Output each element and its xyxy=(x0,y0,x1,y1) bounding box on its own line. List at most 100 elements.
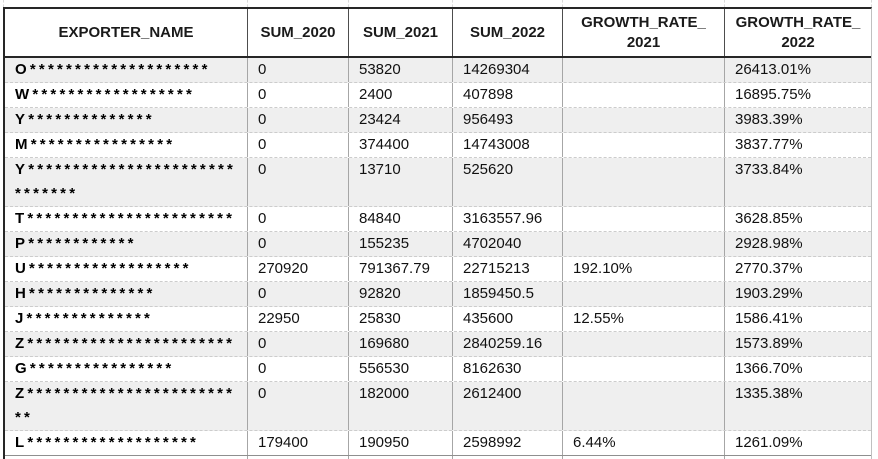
cell-sum-2021[interactable]: 13710 xyxy=(349,158,453,206)
column-header-gr_2022[interactable]: GROWTH_RATE_ 2022 xyxy=(725,9,871,56)
cell-sum-2020[interactable]: 0 xyxy=(248,58,349,82)
cell-sum-2022[interactable]: 407898 xyxy=(453,83,563,107)
cell-growth-rate-2021[interactable]: 12.55% xyxy=(563,307,725,331)
cell-growth-rate-2021[interactable] xyxy=(563,58,725,82)
cell-growth-rate-2021[interactable] xyxy=(563,282,725,306)
cell-sum-2020[interactable]: 0 xyxy=(248,282,349,306)
cell-sum-2022[interactable]: 435600 xyxy=(453,307,563,331)
cell-sum-2021[interactable]: 169680 xyxy=(349,332,453,356)
cell-growth-rate-2021[interactable] xyxy=(563,232,725,256)
cell-sum-2022[interactable]: 956493 xyxy=(453,108,563,132)
cell-exporter-name[interactable]: O******************** xyxy=(5,58,248,82)
cell-sum-2020[interactable]: 22950 xyxy=(248,307,349,331)
cell-growth-rate-2021[interactable] xyxy=(563,357,725,381)
cell-exporter-name[interactable]: W****************** xyxy=(5,83,248,107)
cell-growth-rate-2022[interactable]: 3837.77% xyxy=(735,136,803,153)
cell-sum-2020[interactable]: 0 xyxy=(248,357,349,381)
cell-sum-2020[interactable]: 0 xyxy=(248,207,349,231)
cell-growth-rate-2021[interactable] xyxy=(563,382,725,430)
cell-growth-rate-2021[interactable] xyxy=(563,108,725,132)
cell-sum-2022[interactable]: 3163557.96 xyxy=(453,207,563,231)
cell-sum-2020[interactable]: 179400 xyxy=(248,431,349,455)
column-header-sum_2022[interactable]: SUM_2022 xyxy=(453,9,563,56)
cell-exporter-name[interactable]: M**************** xyxy=(5,133,248,157)
cell-sum-2021[interactable]: 25830 xyxy=(349,307,453,331)
cell-sum-2021[interactable]: 182000 xyxy=(349,382,453,430)
cell-sum-2021[interactable]: 374400 xyxy=(349,133,453,157)
cell-growth-rate-2022[interactable]: 1586.41% xyxy=(735,310,803,327)
cell-growth-rate-2022[interactable]: 2928.98% xyxy=(735,235,803,252)
cell-sum-2021[interactable]: 53820 xyxy=(349,58,453,82)
cell-growth-rate-2022[interactable]: 1903.29% xyxy=(735,285,803,302)
partial-next-row xyxy=(5,456,871,459)
column-header-gr_2021[interactable]: GROWTH_RATE_ 2021 xyxy=(563,9,725,56)
cell-sum-2022[interactable]: 4702040 xyxy=(453,232,563,256)
cell-sum-2020[interactable]: 0 xyxy=(248,232,349,256)
cell-growth-rate-2022[interactable]: 1261.09% xyxy=(735,434,803,451)
column-header-label: GROWTH_RATE_ xyxy=(581,13,706,31)
cell-growth-rate-2021[interactable] xyxy=(563,158,725,206)
cell-sum-2020[interactable]: 0 xyxy=(248,382,349,430)
cell-growth-rate-2022[interactable]: 2770.37% xyxy=(735,260,803,277)
cell-growth-rate-2022[interactable]: 3983.39% xyxy=(735,111,803,128)
cell-sum-2021[interactable]: 791367.79 xyxy=(349,257,453,281)
cell-exporter-name[interactable]: U****************** xyxy=(5,257,248,281)
cell-sum-2022[interactable]: 22715213 xyxy=(453,257,563,281)
cell-sum-2022[interactable]: 2612400 xyxy=(453,382,563,430)
cell-growth-rate-2021[interactable] xyxy=(563,133,725,157)
column-header-sum_2020[interactable]: SUM_2020 xyxy=(248,9,349,56)
cell-exporter-name[interactable]: Z************************* xyxy=(5,382,248,430)
cell-growth-rate-2022[interactable]: 1335.38% xyxy=(735,385,803,402)
cell-exporter-name[interactable]: H************** xyxy=(5,282,248,306)
cell-sum-2021[interactable]: 84840 xyxy=(349,207,453,231)
cell-exporter-name[interactable]: Y************** xyxy=(5,108,248,132)
cell-sum-2020[interactable]: 0 xyxy=(248,158,349,206)
cell-sum-2020[interactable]: 0 xyxy=(248,83,349,107)
table-row: Z*********************** 0 169680 284025… xyxy=(5,332,871,357)
table-row: Y****************************** 0 13710 … xyxy=(5,158,871,207)
cell-growth-rate-2022[interactable]: 3628.85% xyxy=(735,210,803,227)
column-header-sum_2021[interactable]: SUM_2021 xyxy=(349,9,453,56)
cell-sum-2022[interactable]: 14269304 xyxy=(453,58,563,82)
cell-sum-2022[interactable]: 8162630 xyxy=(453,357,563,381)
cell-sum-2021[interactable]: 23424 xyxy=(349,108,453,132)
cell-growth-rate-2021[interactable] xyxy=(563,332,725,356)
cell-sum-2022[interactable]: 1859450.5 xyxy=(453,282,563,306)
column-header-label: SUM_2021 xyxy=(362,23,439,41)
cell-growth-rate-2022[interactable]: 1573.89% xyxy=(735,335,803,352)
cell-exporter-name[interactable]: T*********************** xyxy=(5,207,248,231)
cell-growth-rate-2022[interactable]: 26413.01% xyxy=(735,61,811,78)
cell-sum-2020[interactable]: 0 xyxy=(248,133,349,157)
table-row: W****************** 0 2400 407898 16895.… xyxy=(5,83,871,108)
cell-exporter-name[interactable]: P************ xyxy=(5,232,248,256)
cell-growth-rate-2021[interactable] xyxy=(563,83,725,107)
cell-growth-rate-2021[interactable]: 6.44% xyxy=(563,431,725,455)
cell-sum-2022[interactable]: 14743008 xyxy=(453,133,563,157)
cell-exporter-name[interactable]: Z*********************** xyxy=(5,332,248,356)
cell-sum-2021[interactable]: 155235 xyxy=(349,232,453,256)
cell-sum-2021[interactable]: 190950 xyxy=(349,431,453,455)
cell-growth-rate-2022[interactable]: 3733.84% xyxy=(735,161,803,178)
cell-exporter-name[interactable]: J************** xyxy=(5,307,248,331)
cell-growth-rate-2022[interactable]: 1366.70% xyxy=(735,360,803,377)
column-header-name[interactable]: EXPORTER_NAME xyxy=(5,9,248,56)
table-body: O******************** 0 53820 14269304 2… xyxy=(5,58,871,456)
cell-exporter-name[interactable]: G**************** xyxy=(5,357,248,381)
cell-sum-2021[interactable]: 2400 xyxy=(349,83,453,107)
cell-sum-2020[interactable]: 270920 xyxy=(248,257,349,281)
cell-sum-2020[interactable]: 0 xyxy=(248,332,349,356)
table-row: G**************** 0 556530 8162630 1366.… xyxy=(5,357,871,382)
cell-sum-2021[interactable]: 92820 xyxy=(349,282,453,306)
cell-sum-2021[interactable]: 556530 xyxy=(349,357,453,381)
cell-growth-rate-2022[interactable]: 16895.75% xyxy=(735,86,811,103)
cell-sum-2020[interactable]: 0 xyxy=(248,108,349,132)
cell-exporter-name[interactable]: Y****************************** xyxy=(5,158,248,206)
cell-growth-rate-2021[interactable] xyxy=(563,207,725,231)
cell-sum-2022[interactable]: 525620 xyxy=(453,158,563,206)
cell-growth-rate-2021[interactable]: 192.10% xyxy=(563,257,725,281)
cell-sum-2022[interactable]: 2598992 xyxy=(453,431,563,455)
cell-exporter-name[interactable]: L******************* xyxy=(5,431,248,455)
cell-sum-2022[interactable]: 2840259.16 xyxy=(453,332,563,356)
table-row: O******************** 0 53820 14269304 2… xyxy=(5,58,871,83)
